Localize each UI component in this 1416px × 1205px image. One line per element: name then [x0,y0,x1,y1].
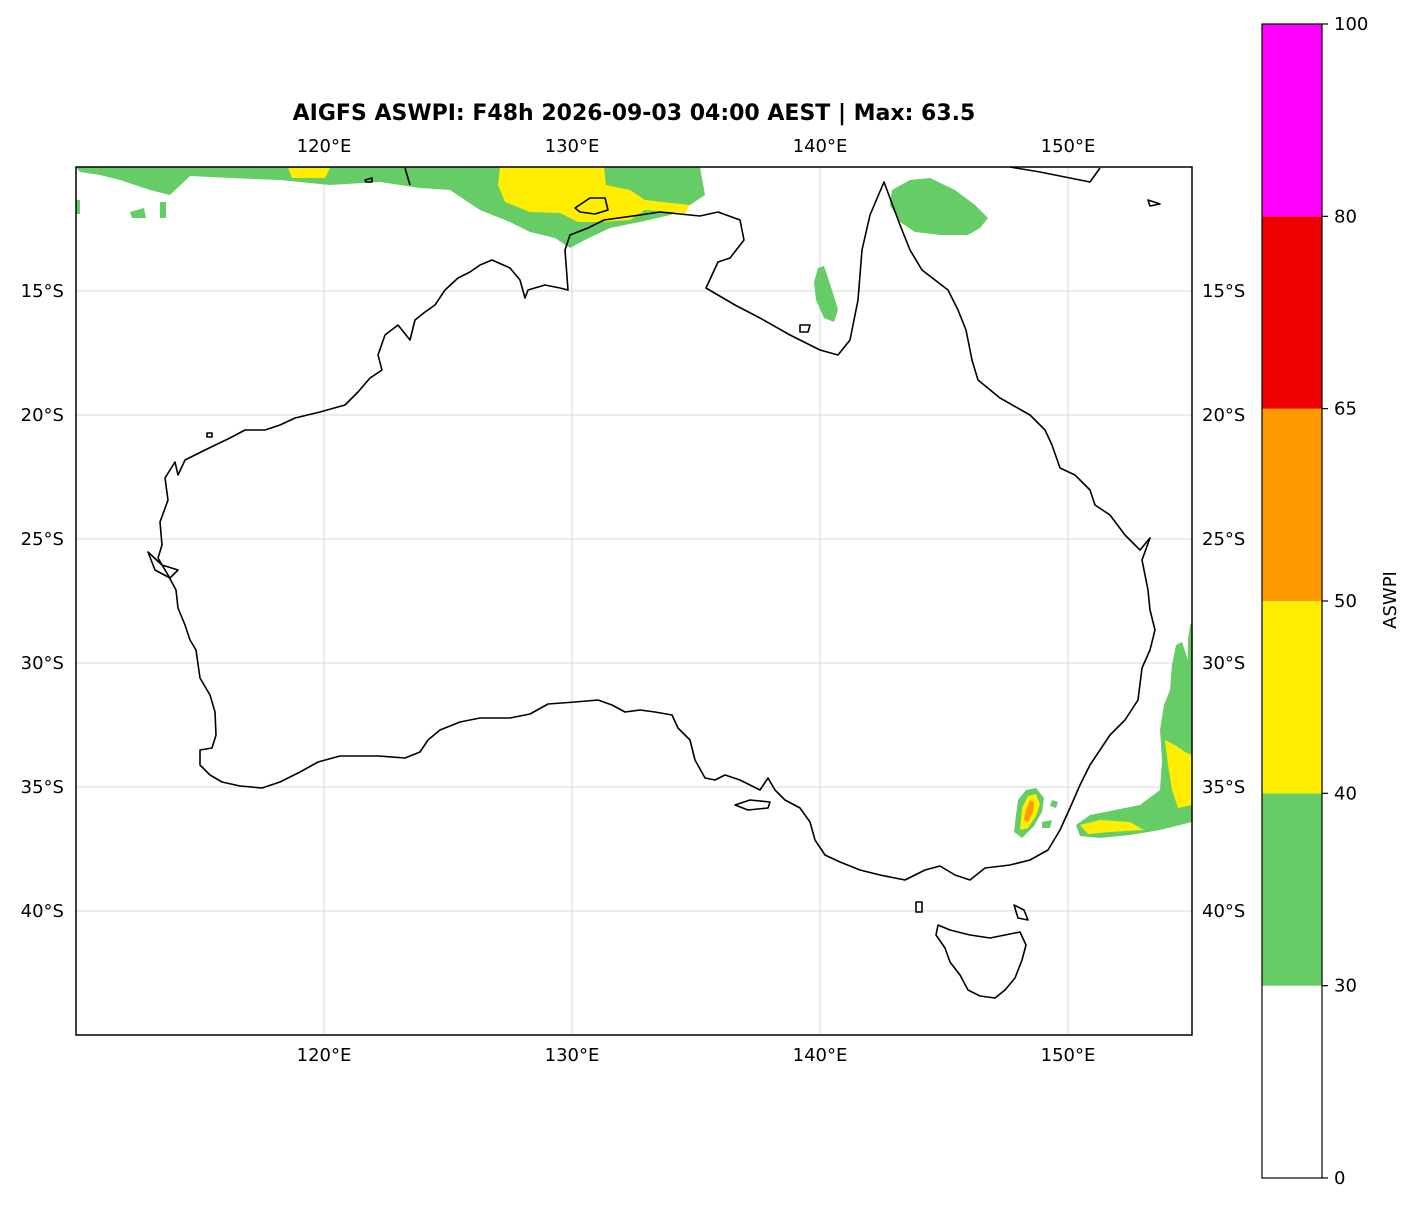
contour-green-east [1076,622,1192,838]
contour-green-north-islet [130,208,146,218]
lat-tick-label-right: 25°S [1202,529,1245,550]
contour-green-alps-small [1042,820,1052,828]
latitude-labels-right: 15°S 20°S 25°S 30°S 35°S 40°S [1202,281,1245,922]
contour-green-north-islet [160,202,166,218]
lon-tick-label-top: 140°E [793,136,848,157]
lat-tick-label-right: 15°S [1202,281,1245,302]
lat-tick-label-left: 25°S [21,529,64,550]
contour-orange-alps [1024,800,1034,822]
coastline-island [1147,199,1161,207]
contour-green-gulf [814,266,838,322]
lat-tick-label-right: 20°S [1202,405,1245,426]
lon-tick-label-bottom: 130°E [545,1045,600,1066]
colorbar-tick-label: 65 [1334,399,1357,420]
colorbar-label: ASWPI [1380,571,1401,629]
lat-tick-label-left: 20°S [21,405,64,426]
coastline-tasmania [935,924,1027,999]
lon-tick-label-bottom: 140°E [793,1045,848,1066]
coastline-island [915,901,923,913]
map-frame [75,166,1193,1036]
lon-tick-label-top: 130°E [545,136,600,157]
colorbar-segment [1262,985,1322,1178]
contour-yellow-north [498,167,690,222]
colorbar-segment [1262,793,1322,986]
colorbar-tick-label: 40 [1334,783,1357,804]
lat-tick-label-left: 40°S [21,901,64,922]
lat-tick-label-right: 40°S [1202,901,1245,922]
contour-yellow-north-small [288,168,330,178]
lon-tick-label-top: 150°E [1041,136,1096,157]
lat-tick-label-left: 30°S [21,653,64,674]
lon-tick-label-bottom: 150°E [1041,1045,1096,1066]
coastline [147,166,1161,999]
coastline-melville [574,197,609,215]
contour-yellow-east-low [1080,820,1144,834]
coastline-island [404,167,411,186]
contour-green-alps-small [1050,800,1058,808]
lat-tick-label-left: 15°S [21,281,64,302]
coastline-island [147,551,179,579]
longitude-labels-top: 120°E 130°E 140°E 150°E [297,136,1096,157]
map-title: AIGFS ASWPI: F48h 2026-09-03 04:00 AEST … [292,101,976,126]
coastline-mainland [157,181,1156,881]
contour-green-capeyork [890,178,988,235]
aswpi-contours [76,167,1192,838]
colorbar-tick-label: 100 [1334,14,1368,35]
coastline-island [1009,166,1101,183]
colorbar-tick-label: 50 [1334,591,1357,612]
coastline-island [206,432,213,438]
colorbar-tick-label: 80 [1334,206,1357,227]
map-background [76,167,1192,1035]
colorbar-segment [1262,24,1322,217]
lat-tick-label-right: 30°S [1202,653,1245,674]
colorbar-segment [1262,216,1322,409]
coastline-island [364,177,373,183]
coastline-island [1013,904,1029,921]
colorbar-segment [1262,601,1322,794]
colorbar-tick-label: 0 [1334,1168,1345,1189]
contour-yellow-east [1165,740,1192,808]
longitude-labels-bottom: 120°E 130°E 140°E 150°E [297,1045,1096,1066]
colorbar-tick-label: 30 [1334,976,1357,997]
lat-tick-label-left: 35°S [21,777,64,798]
gridlines [76,167,1192,1035]
colorbar: 0 30 40 50 65 80 100 [1261,14,1368,1189]
lat-tick-label-right: 35°S [1202,777,1245,798]
colorbar-segment [1262,408,1322,601]
coastline-kangaroo-island [734,799,771,811]
contour-green-north-islet [76,200,80,214]
coastline-island [799,324,811,333]
lon-tick-label-bottom: 120°E [297,1045,352,1066]
lon-tick-label-top: 120°E [297,136,352,157]
latitude-labels-left: 15°S 20°S 25°S 30°S 35°S 40°S [21,281,64,922]
